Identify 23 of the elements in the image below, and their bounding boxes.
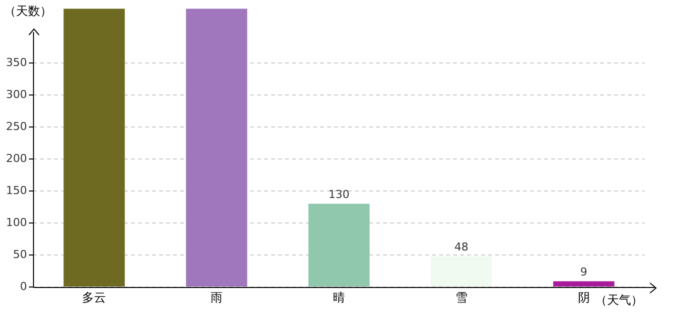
bar [308,204,370,286]
x-axis-title: （天气） [595,293,643,308]
bar [553,281,614,286]
x-tick-label: 多云 [82,290,106,304]
data-label: 9 [580,266,588,279]
x-tick-label: 雪 [455,290,468,304]
x-tick-label: 阴 [578,290,590,304]
bar [430,256,492,286]
y-tick-label: 150 [6,184,27,197]
y-tick-label: 350 [6,56,27,69]
data-label: 48 [454,240,468,254]
y-tick-label: 200 [6,152,27,165]
data-label: 130 [328,188,350,202]
x-tick-label: 雨 [210,290,223,304]
bar [186,8,248,286]
x-tick-label: 晴 [333,290,345,304]
y-tick-label: 0 [20,280,27,293]
y-tick-label: 250 [6,120,27,133]
y-axis-title: （天数） [4,4,52,18]
y-tick-label: 50 [13,248,27,261]
y-tick-label: 300 [6,88,27,101]
bar [64,8,125,286]
y-tick-label: 100 [6,216,27,229]
